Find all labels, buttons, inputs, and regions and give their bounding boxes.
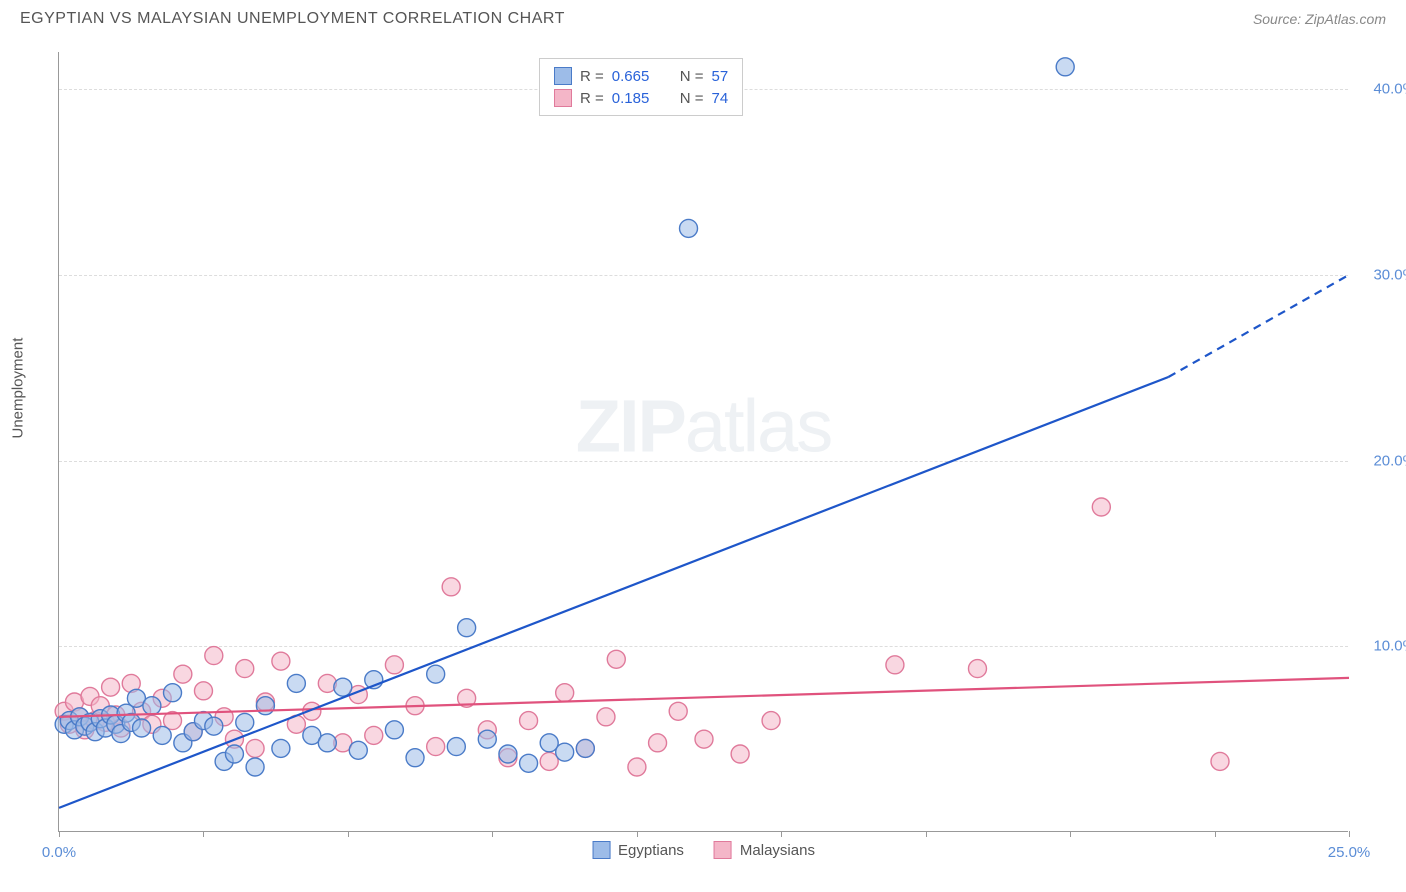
data-point-malaysians bbox=[695, 730, 713, 748]
data-point-malaysians bbox=[272, 652, 290, 670]
data-point-malaysians bbox=[669, 702, 687, 720]
x-tick-label-end: 25.0% bbox=[1328, 844, 1371, 861]
data-point-egyptians bbox=[499, 745, 517, 763]
data-point-egyptians bbox=[272, 739, 290, 757]
r-value-malaysians: 0.185 bbox=[612, 90, 662, 107]
x-tick bbox=[926, 831, 927, 837]
data-point-egyptians bbox=[287, 674, 305, 692]
data-point-malaysians bbox=[968, 660, 986, 678]
legend-row-malaysians: R = 0.185 N = 74 bbox=[554, 87, 728, 109]
data-point-malaysians bbox=[597, 708, 615, 726]
x-tick bbox=[1215, 831, 1216, 837]
data-point-egyptians bbox=[447, 738, 465, 756]
legend-item-egyptians: Egyptians bbox=[592, 841, 684, 859]
data-point-egyptians bbox=[1056, 58, 1074, 76]
swatch-egyptians-icon bbox=[592, 841, 610, 859]
swatch-malaysians-icon bbox=[714, 841, 732, 859]
legend-row-egyptians: R = 0.665 N = 57 bbox=[554, 65, 728, 87]
data-point-egyptians bbox=[225, 745, 243, 763]
series-legend: Egyptians Malaysians bbox=[592, 841, 815, 859]
data-point-malaysians bbox=[520, 712, 538, 730]
data-point-malaysians bbox=[1092, 498, 1110, 516]
x-tick bbox=[637, 831, 638, 837]
trendline-malaysians bbox=[59, 678, 1349, 717]
y-axis-label: Unemployment bbox=[10, 338, 27, 439]
chart-header: EGYPTIAN VS MALAYSIAN UNEMPLOYMENT CORRE… bbox=[0, 0, 1406, 32]
r-value-egyptians: 0.665 bbox=[612, 68, 662, 85]
trendline-egyptians-extrapolated bbox=[1168, 275, 1349, 377]
data-point-malaysians bbox=[442, 578, 460, 596]
data-point-egyptians bbox=[143, 697, 161, 715]
data-point-malaysians bbox=[174, 665, 192, 683]
data-point-egyptians bbox=[318, 734, 336, 752]
x-tick bbox=[1349, 831, 1350, 837]
plot-area: ZIPatlas R = 0.665 N = 57 R = 0.185 N = … bbox=[58, 52, 1348, 832]
data-point-egyptians bbox=[478, 730, 496, 748]
x-tick bbox=[781, 831, 782, 837]
data-point-malaysians bbox=[762, 712, 780, 730]
chart-container: ZIPatlas R = 0.665 N = 57 R = 0.185 N = … bbox=[58, 52, 1348, 832]
n-value-malaysians: 74 bbox=[712, 90, 729, 107]
data-point-malaysians bbox=[365, 726, 383, 744]
data-point-egyptians bbox=[205, 717, 223, 735]
swatch-malaysians bbox=[554, 89, 572, 107]
x-tick bbox=[1070, 831, 1071, 837]
x-tick bbox=[492, 831, 493, 837]
data-point-egyptians bbox=[406, 749, 424, 767]
data-point-egyptians bbox=[246, 758, 264, 776]
legend-item-malaysians: Malaysians bbox=[714, 841, 815, 859]
source-attribution: Source: ZipAtlas.com bbox=[1253, 11, 1386, 27]
trendline-egyptians bbox=[59, 377, 1168, 808]
x-tick-label-start: 0.0% bbox=[42, 844, 76, 861]
y-tick-label: 10.0% bbox=[1373, 638, 1406, 655]
data-point-egyptians bbox=[334, 678, 352, 696]
x-tick bbox=[203, 831, 204, 837]
data-point-egyptians bbox=[520, 754, 538, 772]
data-point-malaysians bbox=[731, 745, 749, 763]
data-point-malaysians bbox=[607, 650, 625, 668]
data-point-egyptians bbox=[458, 619, 476, 637]
data-point-egyptians bbox=[133, 719, 151, 737]
data-point-malaysians bbox=[649, 734, 667, 752]
x-tick bbox=[348, 831, 349, 837]
x-tick bbox=[59, 831, 60, 837]
data-point-malaysians bbox=[385, 656, 403, 674]
data-point-malaysians bbox=[556, 684, 574, 702]
y-tick-label: 40.0% bbox=[1373, 81, 1406, 98]
data-point-malaysians bbox=[236, 660, 254, 678]
correlation-legend: R = 0.665 N = 57 R = 0.185 N = 74 bbox=[539, 58, 743, 116]
data-point-egyptians bbox=[427, 665, 445, 683]
data-point-malaysians bbox=[205, 647, 223, 665]
data-point-malaysians bbox=[886, 656, 904, 674]
data-point-malaysians bbox=[628, 758, 646, 776]
y-tick-label: 30.0% bbox=[1373, 266, 1406, 283]
data-point-egyptians bbox=[164, 684, 182, 702]
data-point-malaysians bbox=[194, 682, 212, 700]
data-point-egyptians bbox=[385, 721, 403, 739]
n-value-egyptians: 57 bbox=[712, 68, 729, 85]
chart-title: EGYPTIAN VS MALAYSIAN UNEMPLOYMENT CORRE… bbox=[20, 10, 565, 28]
data-point-egyptians bbox=[153, 726, 171, 744]
swatch-egyptians bbox=[554, 67, 572, 85]
y-tick-label: 20.0% bbox=[1373, 452, 1406, 469]
data-point-egyptians bbox=[680, 219, 698, 237]
data-point-malaysians bbox=[246, 739, 264, 757]
data-point-egyptians bbox=[556, 743, 574, 761]
data-point-egyptians bbox=[256, 697, 274, 715]
data-point-malaysians bbox=[102, 678, 120, 696]
data-point-egyptians bbox=[349, 741, 367, 759]
data-point-egyptians bbox=[236, 713, 254, 731]
scatter-plot-svg bbox=[59, 52, 1348, 831]
data-point-malaysians bbox=[427, 738, 445, 756]
data-point-egyptians bbox=[576, 739, 594, 757]
data-point-malaysians bbox=[1211, 752, 1229, 770]
